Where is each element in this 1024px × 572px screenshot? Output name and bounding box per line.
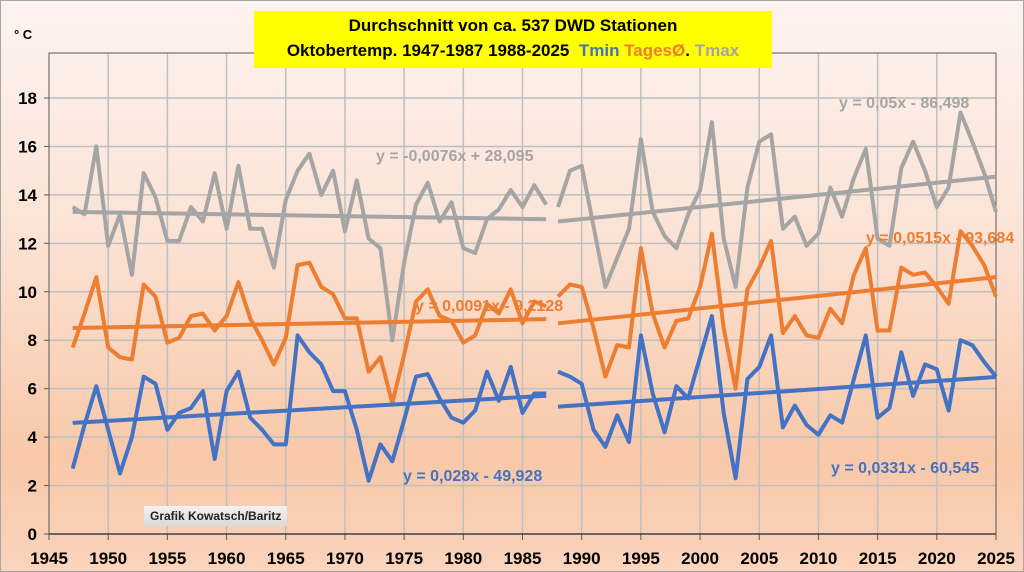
x-tick-label: 2000 — [681, 549, 719, 568]
y-tick-label: 6 — [28, 380, 37, 399]
series-line-tmin — [70, 333, 547, 483]
x-tick-label: 1975 — [385, 549, 423, 568]
trend-equation-label: y = 0,0515x - 93,684 — [866, 230, 1014, 247]
chart-title: Durchschnitt von ca. 537 DWD Stationen O… — [254, 11, 772, 68]
x-tick-label: 1995 — [622, 549, 660, 568]
series-line-tages — [70, 260, 547, 406]
credit-label: Grafik Kowatsch/Baritz — [144, 506, 288, 526]
trend-equation-label: y = 0,028x - 49,928 — [403, 468, 542, 485]
series-lines — [70, 110, 998, 483]
legend-dot: . — [685, 41, 691, 60]
x-tick-label: 1950 — [89, 549, 127, 568]
x-tick-label: 2020 — [918, 549, 956, 568]
y-tick-label: 2 — [28, 477, 37, 496]
series-line-tmax — [71, 144, 548, 343]
y-tick-label: 12 — [18, 234, 37, 253]
trend-line — [557, 374, 997, 409]
x-tick-label: 1945 — [30, 549, 68, 568]
x-tick-label: 1990 — [563, 549, 601, 568]
x-tick-label: 1955 — [148, 549, 186, 568]
trend-line — [72, 393, 547, 425]
y-tick-label: 0 — [28, 525, 37, 544]
y-tick-label: 4 — [28, 428, 38, 447]
y-tick-label: 14 — [18, 186, 37, 205]
title-line-2: Oktobertemp. 1947-1987 1988-2025 Tmin Ta… — [254, 38, 772, 63]
legend-tmax: Tmax — [694, 41, 740, 60]
trend-equation-label: y = 0,0331x - 60,545 — [831, 460, 979, 477]
trend-line — [557, 174, 997, 224]
x-tick-label: 1985 — [504, 549, 542, 568]
x-tick-label: 1965 — [267, 549, 305, 568]
y-axis-unit: ° C — [14, 27, 33, 42]
y-tick-label: 10 — [18, 283, 37, 302]
y-tick-label: 8 — [28, 331, 37, 350]
x-tick-label: 2010 — [800, 549, 838, 568]
y-tick-label: 16 — [18, 137, 37, 156]
series-line-tages — [556, 229, 998, 391]
trend-line — [72, 317, 547, 330]
x-tick-label: 1960 — [208, 549, 246, 568]
series-line-tmin — [557, 314, 998, 481]
title-line-1: Durchschnitt von ca. 537 DWD Stationen — [348, 16, 678, 35]
trend-equation-label: y = 0,05x - 86,498 — [839, 95, 969, 112]
trend-equation-label: y = -0,0076x + 28,095 — [376, 148, 534, 165]
trend-line — [557, 275, 997, 326]
trend-lines — [72, 174, 997, 425]
x-tick-label: 2015 — [859, 549, 897, 568]
legend-tmin: Tmin — [578, 41, 620, 60]
x-tick-label: 1970 — [326, 549, 364, 568]
x-tick-label: 2005 — [740, 549, 778, 568]
y-tick-label: 18 — [18, 89, 37, 108]
x-tick-label: 2025 — [977, 549, 1015, 568]
trend-labels: y = -0,0076x + 28,095 y = 0,0091x - 9,212… — [376, 95, 1014, 485]
x-tick-label: 1980 — [444, 549, 482, 568]
legend-tagesavg: TagesØ — [624, 41, 686, 60]
title-prefix: Oktobertemp. 1947-1987 1988-2025 — [286, 41, 570, 60]
trend-equation-label: y = 0,0091x - 9,2128 — [415, 298, 563, 315]
trend-line — [72, 209, 547, 222]
